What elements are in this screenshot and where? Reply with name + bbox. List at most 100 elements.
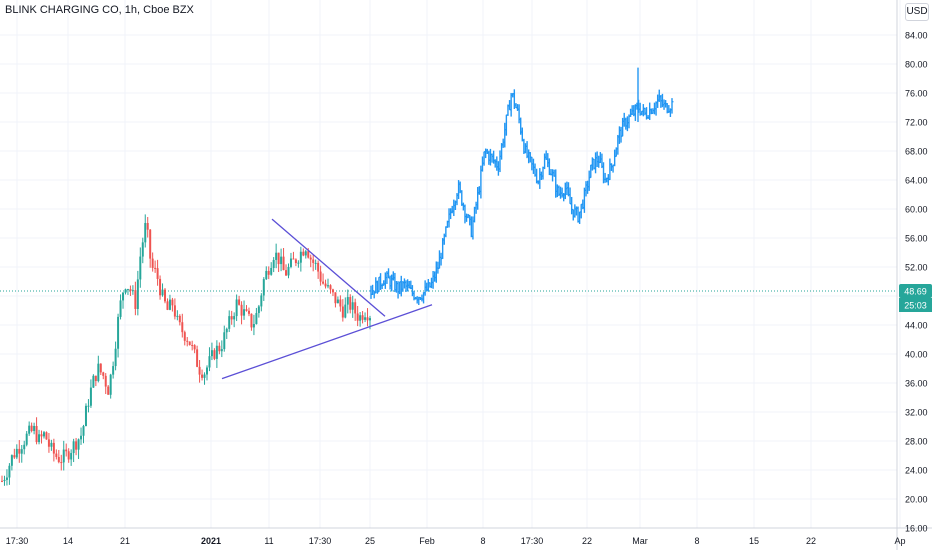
candle-body [287,266,290,276]
candle-body [65,449,68,452]
candles [1,214,371,486]
candle-body [294,259,297,264]
x-tick-label: 17:30 [309,536,332,546]
candle-body [312,259,315,263]
candle-body [344,304,347,318]
candle-body [70,453,73,460]
price-labels: 48.69 25:03 [899,283,932,312]
chart-title: BLINK CHARGING CO, 1h, Cboe BZX [5,4,194,16]
candle-body [159,278,162,296]
candle-body [8,465,11,478]
y-tick-label: 28.00 [905,437,928,447]
candle-body [57,456,60,463]
current-price-value: 48.69 [904,286,927,296]
x-tick-label: Feb [419,536,435,546]
candle-body [334,292,337,304]
candle-body [317,262,320,272]
candle-body [233,316,236,320]
candle-body [99,363,102,373]
candle-body [62,449,65,463]
y-tick-label: 40.00 [905,350,928,360]
candle-body [277,252,280,265]
candle-body [361,315,364,320]
candle-body [23,444,26,450]
candle-body [161,289,164,296]
candle-body [52,442,55,454]
candle-body [47,439,50,447]
trendline-descending-resistance [271,218,386,317]
candle-body [38,434,41,443]
candle-body [141,242,144,257]
candle-body [213,350,216,359]
candle-body [297,262,300,264]
y-tick-label: 80.00 [905,60,928,70]
candle-body [280,256,283,265]
candle-body [324,283,327,287]
candle-body [15,448,18,458]
candle-body [18,448,21,454]
candle-body [220,349,223,352]
candle-body [247,310,250,314]
candle-body [183,332,186,341]
candle-body [20,449,23,454]
candle-body [87,405,90,407]
candle-body [257,306,260,314]
candle-body [13,455,16,458]
y-tick-label: 76.00 [905,89,928,99]
candle-body [122,292,125,301]
x-tick-label: 11 [264,536,273,546]
candle-body [240,304,243,316]
candle-body [285,270,288,276]
currency-badge[interactable]: USD [905,3,929,21]
candle-body [1,480,3,482]
candle-body [33,425,36,431]
candle-body [302,251,305,256]
projection-series [369,67,674,305]
candle-body [238,299,241,305]
candle-body [336,299,339,304]
candle-body [178,315,181,323]
candle-body [235,299,238,317]
candle-body [366,317,369,321]
y-tick-label: 68.00 [905,147,928,157]
candle-body [136,279,139,309]
candle-body [10,455,13,466]
candle-body [80,435,83,440]
candle-body [341,306,344,318]
candle-body [289,258,292,267]
candle-body [75,441,78,450]
candle-body [42,432,45,437]
candle-body [322,281,325,284]
x-tick-label: 21 [120,536,130,546]
candle-body [309,257,312,260]
x-tick-label: Mar [632,536,648,546]
candle-body [327,285,330,287]
candle-body [282,256,285,271]
y-tick-label: 72.00 [905,118,928,128]
candle-body [331,289,334,293]
candle-body [218,345,221,352]
candle-body [40,434,43,437]
candle-body [228,316,231,329]
candle-body [225,328,228,333]
y-tick-label: 16.00 [905,524,928,534]
candle-body [215,345,218,359]
candle-body [50,442,53,447]
candle-body [260,295,263,307]
candle-body [205,367,208,375]
candle-body [149,229,152,259]
x-tick-label: Ap [894,536,905,546]
candle-body [129,289,132,291]
grid [0,0,901,529]
candle-body [92,375,95,388]
candle-body [146,223,149,230]
candle-body [109,374,112,395]
candle-body [188,341,191,346]
candle-body [196,349,199,367]
x-tick-label: 22 [582,536,592,546]
candle-body [166,301,169,310]
candle-body [299,251,302,263]
candle-body [267,270,270,275]
